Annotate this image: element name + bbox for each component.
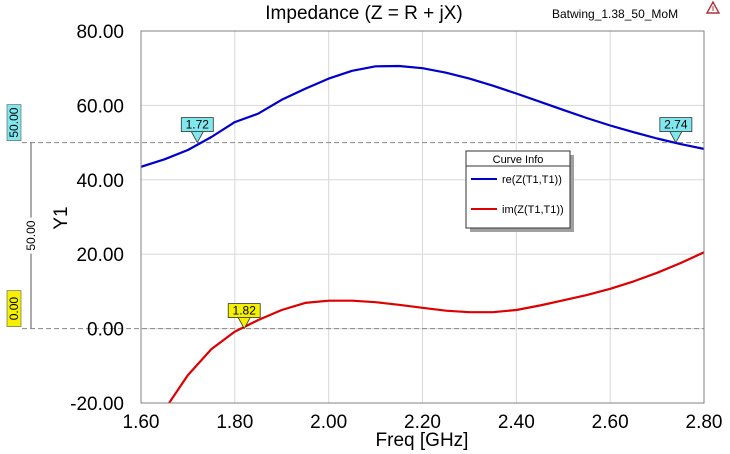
y-tick-label: 60.00 [76, 96, 124, 117]
reference-span-label: 50.00 [24, 220, 38, 250]
reference-tag [6, 290, 22, 327]
y-tick-label: 20.00 [76, 245, 124, 266]
x-tick-label: 1.60 [123, 412, 160, 433]
series-line-1 [168, 251, 704, 403]
y-tick-label: -20.00 [70, 394, 124, 415]
series-line-0 [141, 64, 704, 168]
y-axis-label: Y1 [51, 206, 72, 229]
reference-span-bg [25, 217, 37, 254]
markers: 1.72 2.74 1.82 [180, 117, 693, 330]
legend-box [465, 150, 571, 229]
legend[interactable]: Curve Info re(Z(T1,T1)) im(Z(T1,T1)) [465, 150, 574, 232]
reference-tag [6, 104, 22, 141]
x-tick-label: 2.80 [686, 412, 723, 433]
legend-entry-1: im(Z(T1,T1)) [502, 204, 564, 216]
x-tick-label: 2.00 [310, 412, 347, 433]
reference-tag-label: 0.00 [7, 297, 21, 321]
marker-label: 1.72 [186, 118, 210, 132]
y-tick-label: 0.00 [87, 320, 124, 341]
marker-label: 2.74 [664, 118, 688, 132]
legend-title: Curve Info [493, 154, 544, 166]
y-tick-label: 80.00 [76, 22, 124, 43]
chart-title: Impedance (Z = R + jX) [265, 3, 462, 24]
plot-area [141, 64, 704, 403]
marker-box [659, 117, 693, 132]
marker-box [227, 303, 261, 319]
y-tick-label: 40.00 [76, 171, 124, 192]
x-axis-label: Freq [GHz] [376, 430, 469, 451]
x-tick-label: 1.80 [216, 412, 253, 433]
marker-box [180, 117, 214, 132]
x-tick-label: 2.20 [404, 412, 441, 433]
x-tick-label: 2.60 [592, 412, 629, 433]
reference-tag-label: 50.00 [7, 107, 21, 137]
axes: 1.60 1.80 2.00 2.20 2.40 2.60 2.80 -20.00 0.00 20… [70, 22, 722, 433]
design-name: Batwing_1.38_50_MoM [552, 7, 678, 21]
marker-label: 1.82 [233, 304, 257, 318]
ansys-logo-icon [705, 0, 721, 14]
reference-lines: 50.00 50.00 0.00 [6, 104, 704, 330]
plot-frame [140, 30, 705, 404]
series-group [141, 64, 704, 403]
x-tick-label: 2.40 [498, 412, 535, 433]
legend-entry-0: re(Z(T1,T1)) [502, 174, 562, 186]
